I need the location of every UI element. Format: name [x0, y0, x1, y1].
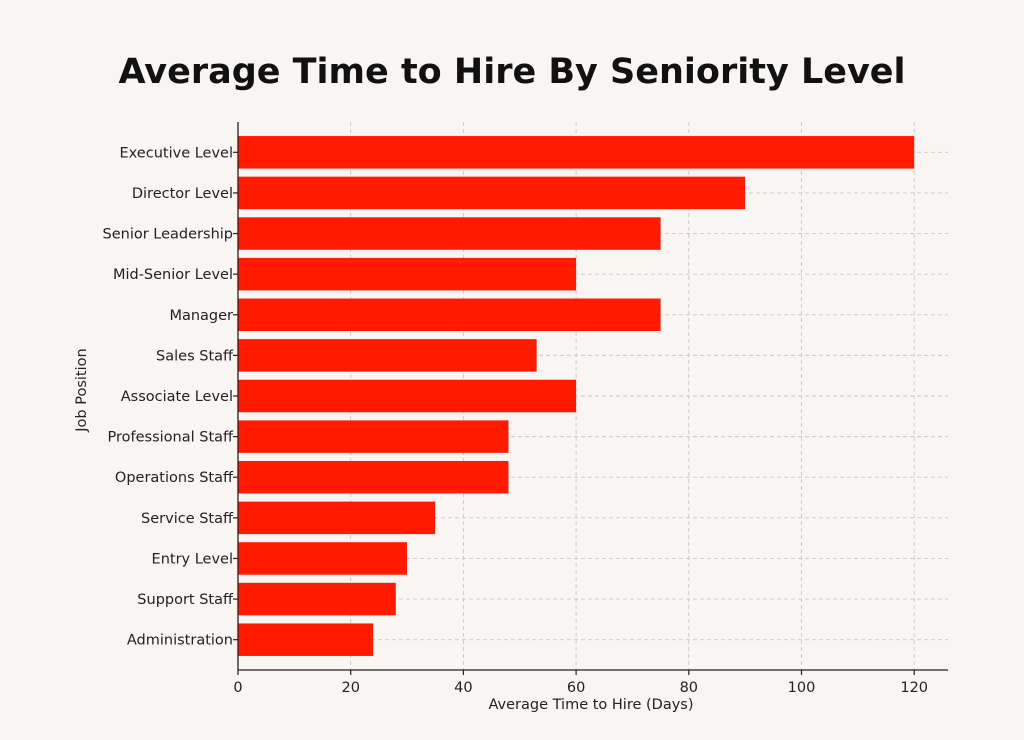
- y-tick-label: Director Level: [132, 186, 233, 202]
- x-tick-label: 40: [454, 680, 472, 696]
- y-tick-label: Sales Staff: [156, 348, 234, 364]
- bar-associate-level: [238, 379, 577, 413]
- x-tick-label: 60: [567, 680, 585, 696]
- bar-director-level: [238, 176, 746, 210]
- label-layer: 0 20 40 60 80 100 120 Executive Level Director L…: [103, 145, 929, 696]
- chart-title: Average Time to Hire By Seniority Level: [118, 52, 906, 92]
- bar-operations-staff: [238, 460, 509, 494]
- bar-manager: [238, 298, 661, 332]
- bar-mid-senior-level: [238, 257, 577, 291]
- y-axis-title: Job Position: [74, 348, 90, 432]
- y-tick-label: Mid-Senior Level: [113, 267, 233, 283]
- bar-support-staff: [238, 582, 396, 616]
- bar-sales-staff: [238, 339, 537, 372]
- bar-service-staff: [238, 501, 436, 535]
- x-tick-label: 20: [341, 680, 359, 696]
- x-tick-label: 0: [233, 680, 242, 696]
- bar-executive-level: [238, 136, 915, 169]
- y-tick-label: Entry Level: [152, 551, 233, 567]
- y-tick-label: Executive Level: [120, 145, 233, 161]
- y-tick-label: Associate Level: [121, 389, 233, 405]
- y-tick-label: Manager: [169, 308, 233, 324]
- bar-professional-staff: [238, 420, 509, 453]
- y-tick-label: Senior Leadership: [103, 227, 233, 243]
- bar-senior-leadership: [238, 217, 661, 250]
- y-tick-label: Service Staff: [141, 511, 234, 527]
- y-tick-label: Administration: [127, 633, 233, 649]
- x-tick-label: 80: [680, 680, 698, 696]
- x-tick-label: 100: [788, 680, 816, 696]
- bar-entry-level: [238, 542, 408, 575]
- x-tick-label: 120: [900, 680, 928, 696]
- x-axis-title: Average Time to Hire (Days): [488, 697, 693, 713]
- bar-administration: [238, 623, 374, 656]
- y-tick-label: Professional Staff: [107, 430, 234, 446]
- bar-layer: [238, 136, 915, 656]
- y-tick-label: Support Staff: [137, 592, 234, 608]
- y-tick-label: Operations Staff: [115, 470, 234, 486]
